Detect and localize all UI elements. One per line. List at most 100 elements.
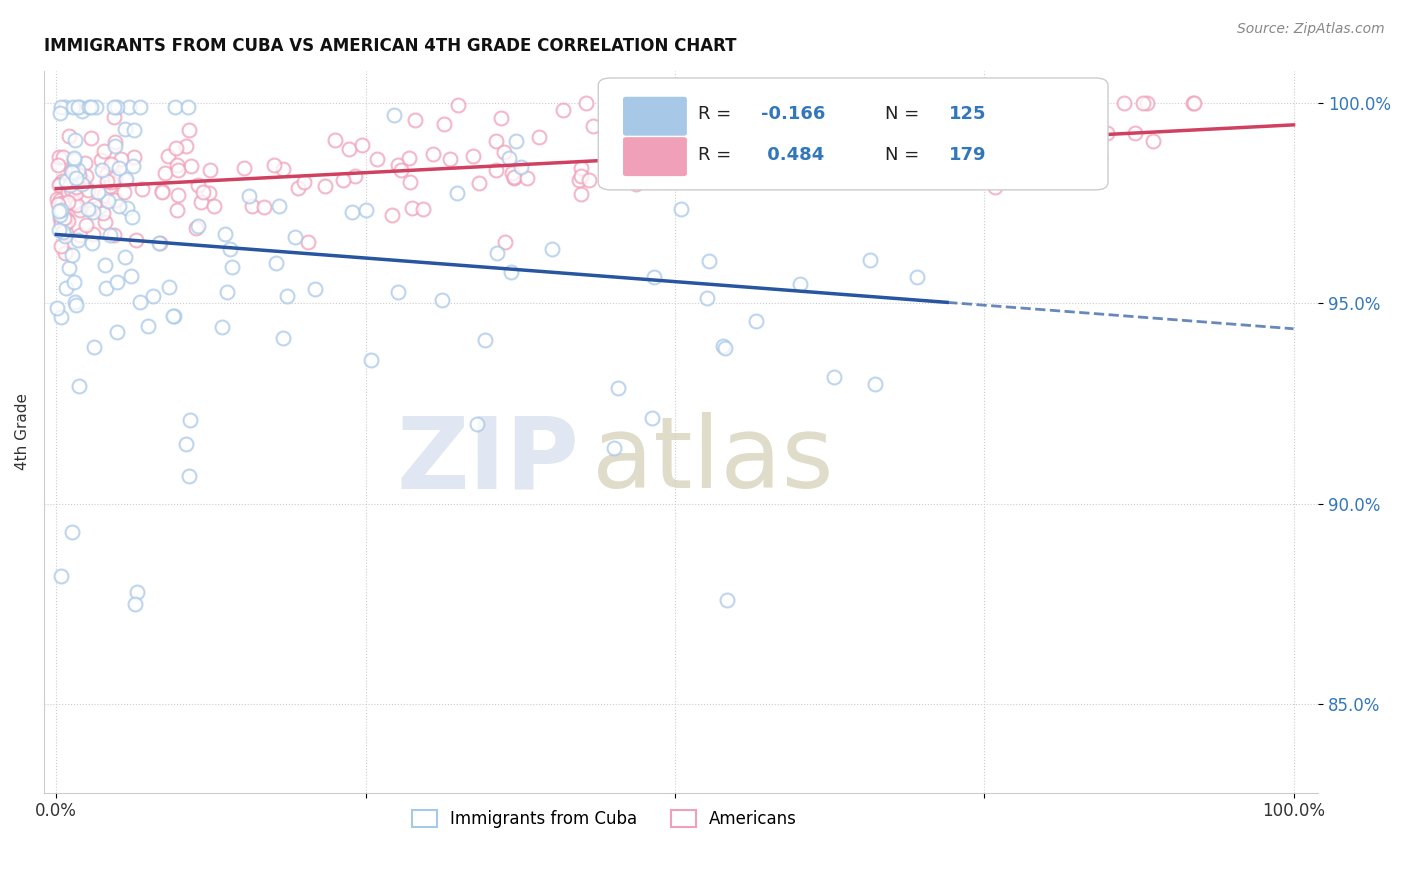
Point — [51, 151, 73, 165]
Point — [58, 178, 80, 192]
Point — [66, 162, 89, 177]
Point — [292, 175, 315, 189]
Point — [55, 280, 77, 294]
Point — [741, 165, 763, 179]
Point — [110, 153, 132, 167]
Point — [263, 158, 285, 172]
Point — [569, 187, 592, 202]
Point — [166, 203, 188, 218]
Point — [94, 258, 117, 272]
Point — [104, 193, 127, 207]
Point — [287, 181, 309, 195]
Point — [350, 138, 373, 153]
Point — [332, 173, 354, 187]
Y-axis label: 4th Grade: 4th Grade — [15, 393, 30, 470]
Point — [49, 239, 72, 253]
Point — [63, 196, 86, 211]
Point — [180, 159, 202, 173]
Point — [73, 156, 96, 170]
Point — [65, 180, 87, 194]
Point — [107, 199, 129, 213]
Point — [271, 331, 294, 345]
Point — [198, 162, 221, 177]
Point — [240, 199, 263, 213]
Point — [77, 100, 100, 114]
Point — [502, 170, 524, 185]
Point — [1088, 121, 1111, 136]
Point — [69, 227, 91, 242]
Point — [93, 206, 115, 220]
Point — [859, 252, 882, 267]
Point — [541, 242, 564, 256]
Point — [65, 171, 87, 186]
Point — [297, 235, 319, 249]
Point — [125, 233, 148, 247]
Point — [198, 186, 221, 200]
Point — [778, 130, 800, 145]
Text: R =: R = — [697, 105, 737, 123]
Point — [129, 295, 152, 310]
Point — [641, 410, 664, 425]
Point — [131, 182, 153, 196]
Point — [100, 157, 122, 171]
Point — [105, 100, 128, 114]
Point — [76, 202, 98, 216]
Point — [65, 294, 87, 309]
Point — [187, 178, 209, 193]
Point — [52, 211, 75, 226]
Point — [1136, 95, 1159, 110]
Point — [103, 111, 125, 125]
Point — [51, 178, 73, 193]
Point — [1114, 95, 1136, 110]
Point — [55, 226, 77, 240]
Point — [267, 199, 290, 213]
Point — [398, 151, 420, 165]
Point — [51, 195, 73, 210]
Point — [911, 100, 934, 114]
Point — [177, 122, 200, 136]
Point — [430, 293, 453, 308]
Point — [59, 182, 82, 196]
Point — [62, 153, 84, 168]
Text: 0.484: 0.484 — [762, 146, 825, 164]
Point — [67, 168, 90, 182]
Point — [863, 376, 886, 391]
Point — [177, 100, 200, 114]
Point — [505, 134, 527, 148]
Point — [69, 176, 91, 190]
Point — [167, 187, 190, 202]
Point — [626, 177, 648, 191]
Point — [714, 341, 737, 355]
Point — [157, 280, 180, 294]
Text: IMMIGRANTS FROM CUBA VS AMERICAN 4TH GRADE CORRELATION CHART: IMMIGRANTS FROM CUBA VS AMERICAN 4TH GRA… — [44, 37, 737, 55]
Point — [67, 100, 90, 114]
Point — [63, 151, 86, 165]
Point — [62, 196, 84, 211]
Point — [60, 524, 83, 539]
Point — [766, 134, 789, 148]
Point — [643, 269, 665, 284]
Point — [439, 153, 461, 167]
Point — [499, 265, 522, 279]
Point — [219, 242, 242, 256]
Point — [66, 177, 89, 191]
Point — [1067, 95, 1090, 110]
FancyBboxPatch shape — [624, 97, 686, 135]
Point — [484, 162, 506, 177]
Point — [631, 170, 654, 185]
Point — [89, 200, 111, 214]
Point — [1069, 95, 1091, 110]
Point — [491, 111, 513, 125]
Point — [87, 185, 110, 199]
Point — [79, 202, 101, 217]
Point — [105, 275, 128, 289]
Point — [412, 202, 434, 216]
Point — [988, 153, 1011, 167]
Point — [354, 202, 377, 217]
Point — [94, 215, 117, 229]
Point — [69, 100, 91, 114]
Point — [83, 198, 105, 212]
Point — [167, 162, 190, 177]
Point — [100, 175, 122, 189]
Point — [494, 145, 516, 159]
